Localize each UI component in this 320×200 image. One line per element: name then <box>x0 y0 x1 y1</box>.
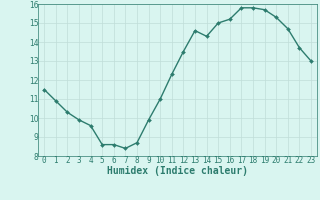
X-axis label: Humidex (Indice chaleur): Humidex (Indice chaleur) <box>107 166 248 176</box>
